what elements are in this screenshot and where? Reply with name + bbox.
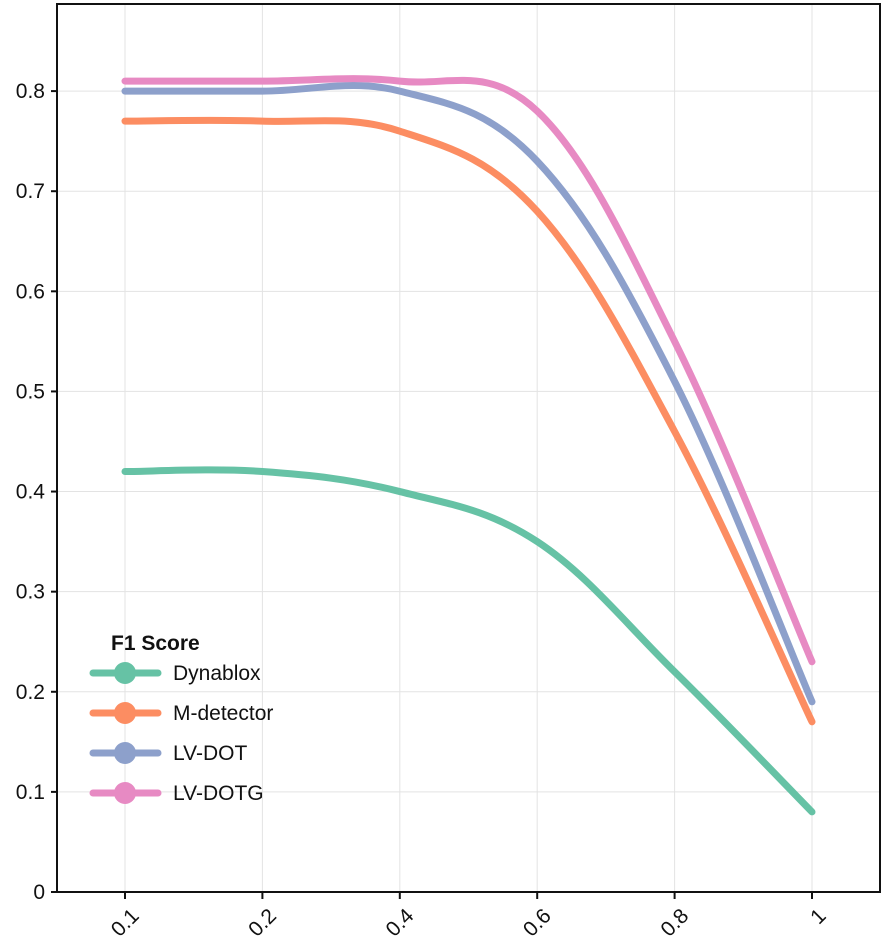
legend-label: LV-DOT bbox=[173, 742, 247, 765]
legend-label: M-detector bbox=[173, 702, 273, 725]
series-lines bbox=[121, 75, 816, 816]
legend-swatch-marker bbox=[114, 782, 136, 804]
y-tick-label: 0.6 bbox=[16, 280, 45, 303]
x-tick-label: 0.1 bbox=[107, 904, 144, 941]
x-axis-ticks: 0.1 0.2 0.4 0.6 0.8 1 bbox=[107, 892, 831, 941]
grid-lines bbox=[57, 4, 880, 892]
x-tick-label: 0.2 bbox=[244, 904, 281, 941]
x-tick-label: 0.8 bbox=[656, 904, 693, 941]
series-line-lv-dotg bbox=[121, 75, 816, 666]
x-tick-label: 0.6 bbox=[519, 904, 556, 941]
y-tick-label: 0.8 bbox=[16, 80, 45, 103]
y-tick-label: 0.3 bbox=[16, 581, 45, 604]
series-line-m-detector bbox=[121, 116, 816, 726]
legend-label: LV-DOTG bbox=[173, 782, 264, 805]
legend-swatch-marker bbox=[114, 662, 136, 684]
y-tick-label: 0.1 bbox=[16, 781, 45, 804]
series-line-dynablox bbox=[121, 466, 816, 816]
y-axis-ticks: 0 0.1 0.2 0.3 0.4 0.5 0.6 0.7 0.8 bbox=[16, 80, 57, 904]
x-tick-label: 1 bbox=[806, 904, 831, 929]
legend-title: F1 Score bbox=[111, 632, 200, 655]
y-tick-label: 0.7 bbox=[16, 180, 45, 203]
x-tick-label: 0.4 bbox=[382, 904, 419, 941]
legend-swatch-marker bbox=[114, 742, 136, 764]
y-tick-label: 0 bbox=[33, 881, 45, 904]
y-tick-label: 0.5 bbox=[16, 380, 45, 403]
legend-label: Dynablox bbox=[173, 662, 261, 685]
y-tick-label: 0.2 bbox=[16, 681, 45, 704]
y-tick-label: 0.4 bbox=[16, 481, 46, 504]
plot-frame bbox=[56, 3, 881, 893]
legend-swatch-marker bbox=[114, 702, 136, 724]
series-line-lv-dot bbox=[121, 81, 816, 706]
legend: F1 Score Dynablox M-detector LV-DOT LV-DOTG bbox=[89, 632, 273, 805]
